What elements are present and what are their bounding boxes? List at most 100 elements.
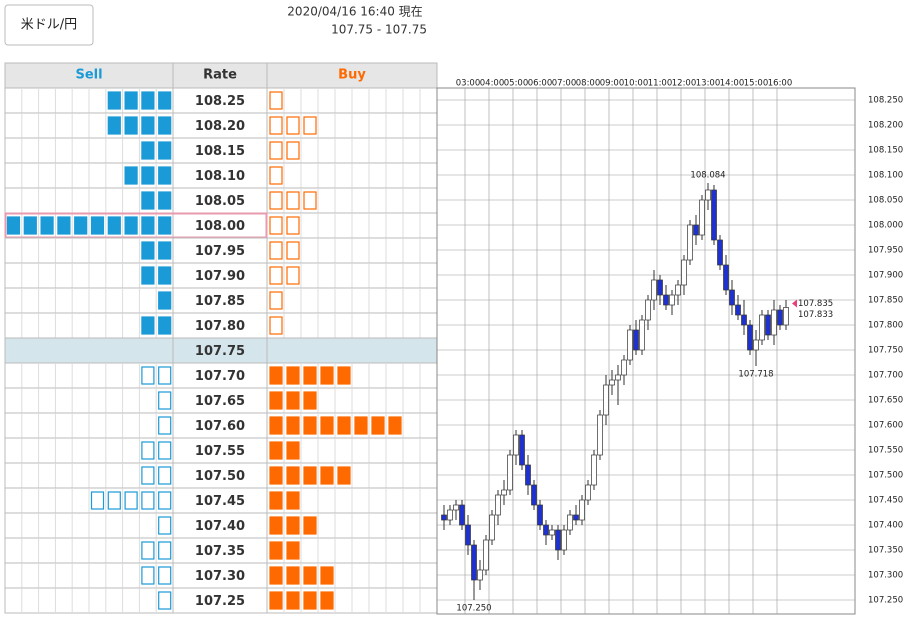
pair-label[interactable]: 米ドル/円 [21, 18, 77, 33]
x-tick-label: 15:00 [744, 79, 769, 89]
candle-body [525, 464, 531, 486]
sell-box [141, 541, 155, 560]
sell-box [158, 516, 172, 535]
buy-box [269, 241, 283, 260]
y-tick-label: 107.300 [868, 571, 903, 581]
candle-body [561, 529, 567, 551]
buy-box [269, 416, 283, 435]
buy-box [320, 466, 334, 485]
rate: 107.90 [195, 269, 245, 284]
candle-body [657, 279, 663, 296]
pair-button[interactable] [4, 4, 94, 46]
candle-body [555, 529, 561, 551]
annotation: 108.084 [690, 171, 725, 181]
candle-body [501, 489, 507, 496]
sell-box [158, 491, 172, 510]
sell-box [141, 566, 155, 585]
sell-box [90, 491, 105, 510]
y-tick-label: 107.250 [868, 596, 903, 606]
y-tick-label: 108.150 [868, 146, 903, 156]
buy-box [269, 466, 283, 485]
buy-box [320, 366, 334, 385]
candle-body [543, 524, 549, 536]
sell-box [141, 441, 155, 460]
y-tick-label: 107.500 [868, 471, 903, 481]
buy-box [337, 366, 351, 385]
sell-box [158, 391, 172, 410]
sell-box [158, 566, 172, 585]
candle-body [663, 294, 669, 306]
sell-box [90, 216, 105, 235]
x-tick-label: 04:00 [480, 79, 505, 89]
sell-box [158, 91, 172, 110]
buy-box [286, 366, 300, 385]
row [4, 537, 438, 564]
candle-body [453, 504, 459, 511]
candle-body [675, 284, 681, 296]
row [4, 337, 438, 364]
sell-box [158, 366, 172, 385]
rate: 108.00 [195, 219, 245, 234]
sell-box [141, 466, 155, 485]
candle-body [771, 309, 777, 336]
price-marker [792, 299, 797, 308]
buy-box [320, 591, 334, 610]
row [4, 162, 438, 189]
candle-body [441, 514, 447, 521]
rate: 107.70 [195, 369, 245, 384]
row [4, 137, 438, 164]
candle-body [759, 314, 765, 341]
row [4, 287, 438, 314]
rate: 107.45 [195, 494, 245, 509]
annotation: 107.833 [798, 310, 833, 320]
buy-box [303, 591, 317, 610]
rate: 107.40 [195, 519, 245, 534]
buy-box [269, 516, 283, 535]
buy-box [269, 291, 283, 310]
candle-body [507, 454, 513, 491]
sell-box [107, 491, 121, 510]
buy-box [269, 216, 283, 235]
sell-box [107, 216, 121, 235]
candle-body [729, 289, 735, 306]
rate: 107.95 [195, 244, 245, 259]
table-header [4, 62, 438, 89]
y-tick-label: 107.950 [868, 246, 903, 256]
candle-body [549, 529, 555, 536]
annotation: 107.835 [798, 299, 833, 309]
y-tick-label: 107.900 [868, 271, 903, 281]
buy-box [337, 416, 351, 435]
sell-box [158, 591, 172, 610]
annotation: 107.718 [738, 370, 773, 380]
buy-box [303, 566, 317, 585]
sell-box [158, 166, 172, 185]
sell-box [40, 216, 54, 235]
sell-header: Sell [75, 68, 102, 83]
buy-box [286, 116, 300, 135]
y-tick-label: 107.400 [868, 521, 903, 531]
candle-body [471, 544, 477, 581]
buy-box [269, 116, 283, 135]
candle-body [627, 329, 633, 361]
buy-box [286, 141, 300, 160]
candle-body [537, 504, 543, 526]
plot-area [436, 87, 856, 615]
buy-box [286, 516, 300, 535]
buy-box [286, 391, 300, 410]
rate: 107.35 [195, 544, 245, 559]
buy-box [371, 416, 385, 435]
y-tick-label: 108.100 [868, 171, 903, 181]
buy-box [303, 191, 317, 210]
rate: 108.25 [195, 94, 245, 109]
rate: 108.10 [195, 169, 245, 184]
x-tick-label: 08:00 [576, 79, 601, 89]
rate: 107.65 [195, 394, 245, 409]
timestamp: 2020/04/16 16:40 現在 [287, 5, 422, 19]
buy-box [269, 566, 283, 585]
candle-body [639, 319, 645, 351]
buy-box [320, 566, 334, 585]
candle-body [633, 329, 639, 351]
x-tick-label: 05:00 [504, 79, 529, 89]
x-tick-label: 12:00 [672, 79, 697, 89]
